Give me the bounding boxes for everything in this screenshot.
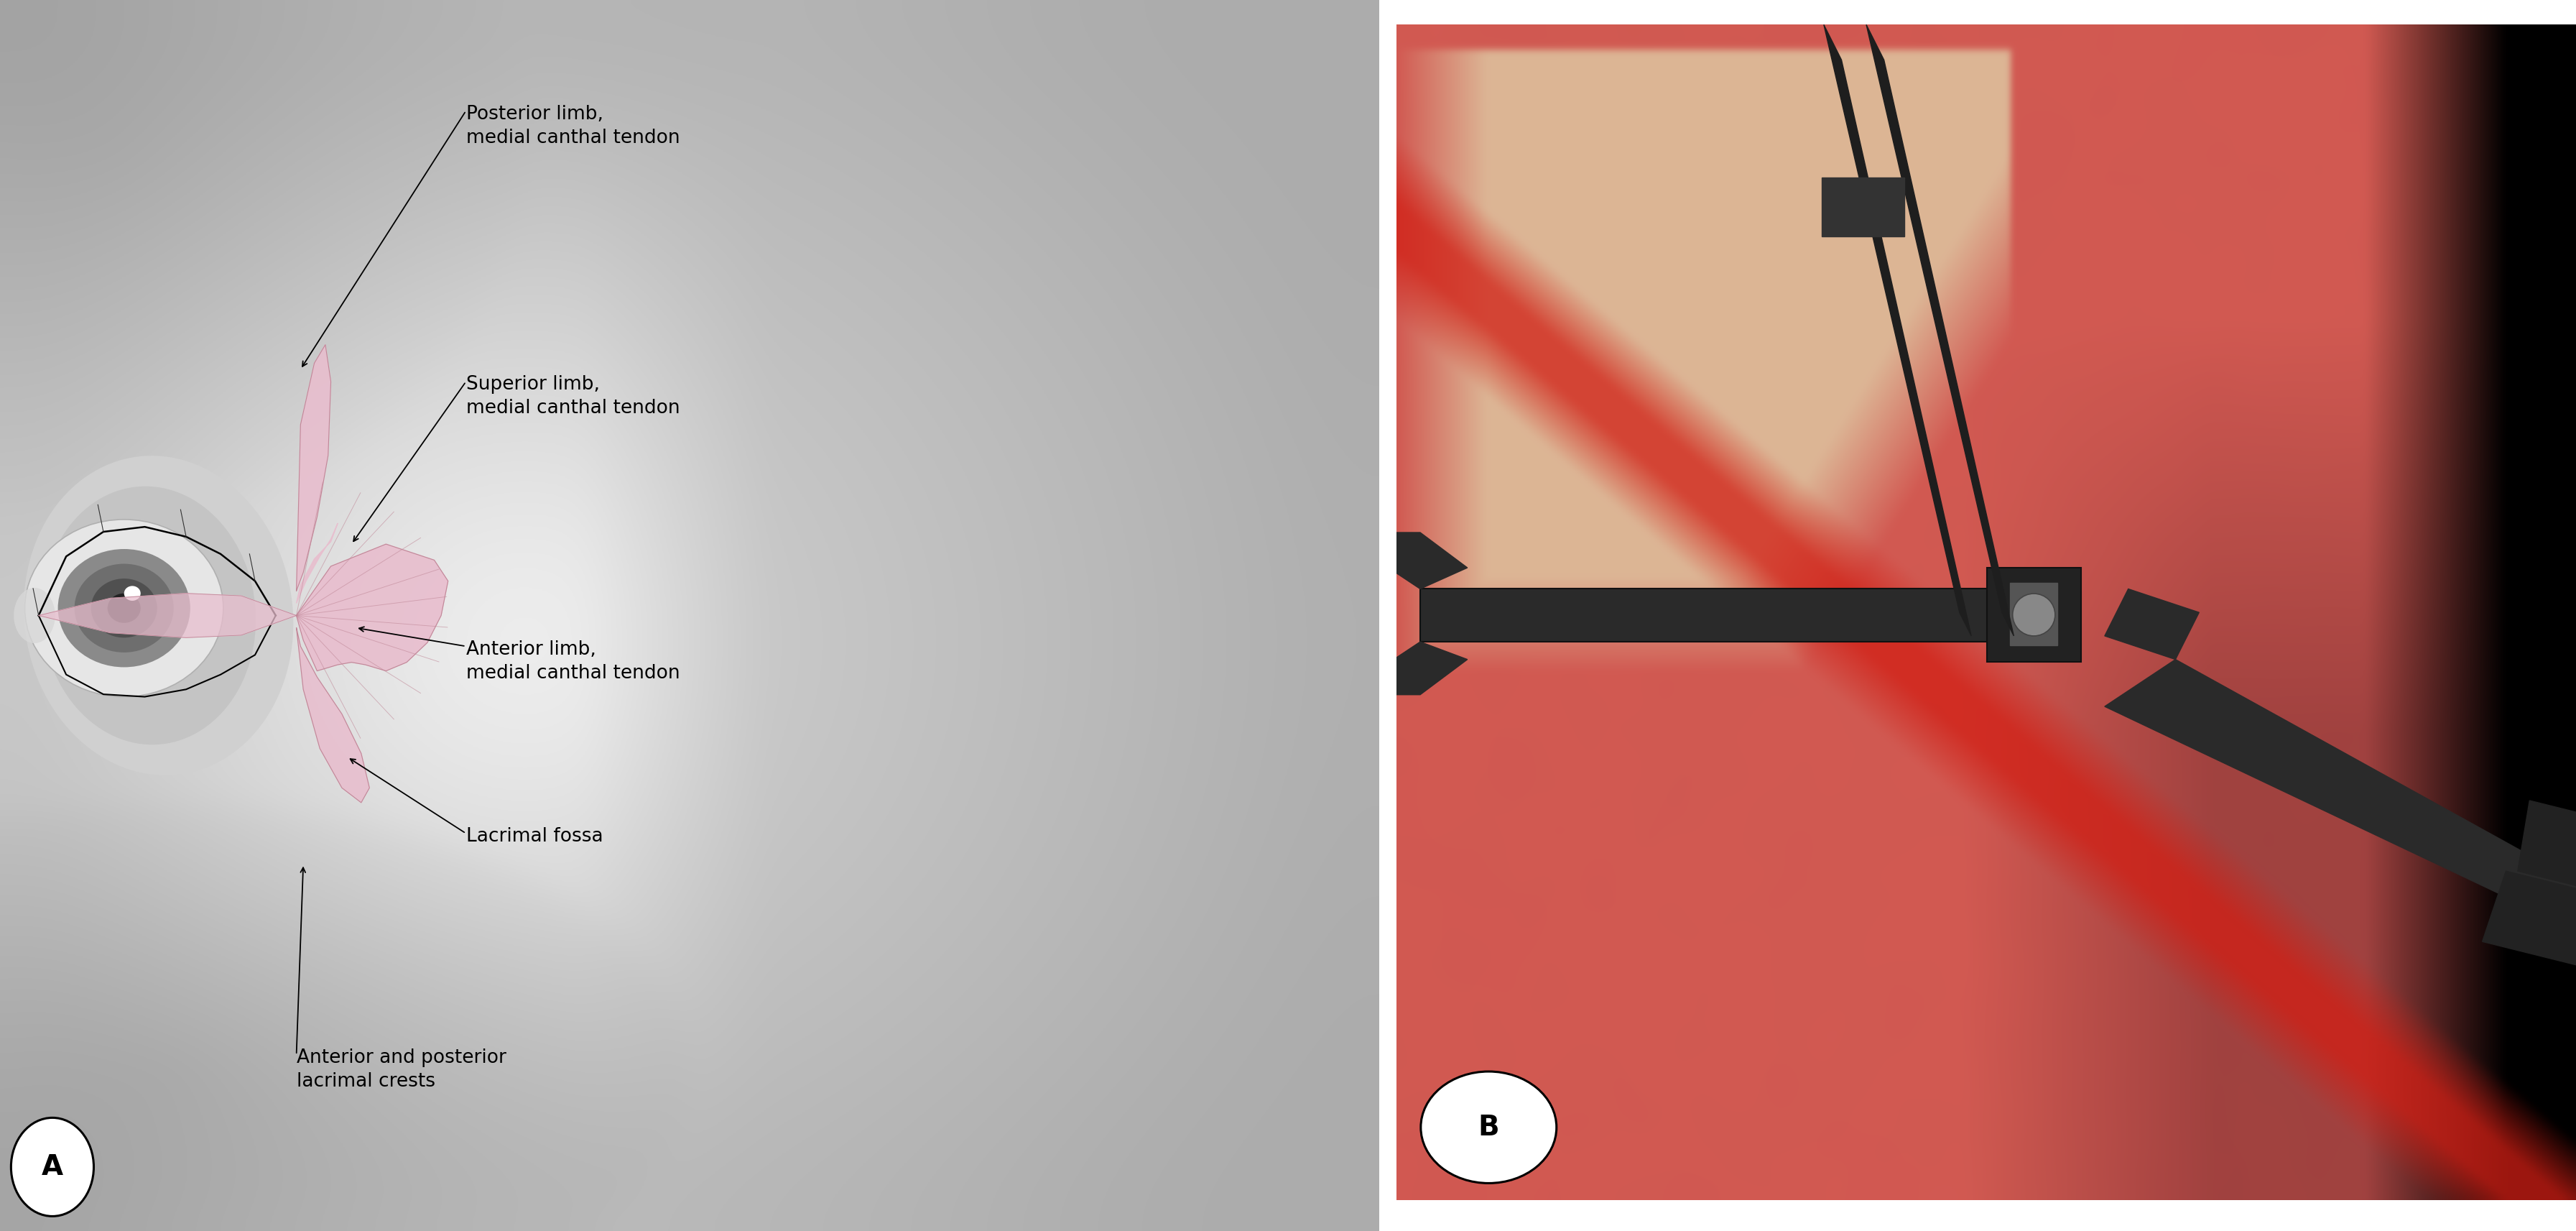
- Ellipse shape: [41, 486, 255, 745]
- Text: Anterior and posterior
lacrimal crests: Anterior and posterior lacrimal crests: [296, 1049, 505, 1091]
- Polygon shape: [1824, 25, 1971, 636]
- Polygon shape: [2105, 588, 2197, 660]
- Circle shape: [57, 549, 191, 667]
- Circle shape: [26, 519, 224, 697]
- Text: A: A: [41, 1153, 64, 1181]
- Polygon shape: [296, 628, 368, 803]
- Text: Posterior limb,
medial canthal tendon: Posterior limb, medial canthal tendon: [466, 105, 680, 146]
- Text: B: B: [1479, 1114, 1499, 1141]
- Polygon shape: [296, 523, 337, 603]
- Ellipse shape: [1419, 1071, 1556, 1183]
- Polygon shape: [2009, 583, 2056, 645]
- Circle shape: [124, 586, 142, 601]
- Polygon shape: [296, 544, 448, 671]
- Polygon shape: [2517, 800, 2576, 895]
- Polygon shape: [2105, 660, 2576, 942]
- Polygon shape: [296, 345, 330, 591]
- Polygon shape: [1986, 567, 2081, 662]
- Ellipse shape: [10, 1118, 93, 1216]
- Text: Lacrimal fossa: Lacrimal fossa: [466, 827, 603, 846]
- Ellipse shape: [23, 455, 294, 776]
- Polygon shape: [39, 593, 296, 638]
- Polygon shape: [1865, 25, 2014, 636]
- Text: Anterior limb,
medial canthal tendon: Anterior limb, medial canthal tendon: [466, 640, 680, 682]
- Text: Superior limb,
medial canthal tendon: Superior limb, medial canthal tendon: [466, 375, 680, 417]
- Circle shape: [75, 564, 173, 652]
- Circle shape: [2012, 593, 2056, 636]
- Circle shape: [108, 593, 142, 623]
- Polygon shape: [1373, 533, 1466, 588]
- Circle shape: [90, 579, 157, 638]
- Ellipse shape: [13, 588, 54, 643]
- Polygon shape: [1373, 641, 1466, 694]
- Polygon shape: [1821, 177, 1904, 236]
- Polygon shape: [1419, 588, 2009, 641]
- Polygon shape: [2481, 872, 2576, 965]
